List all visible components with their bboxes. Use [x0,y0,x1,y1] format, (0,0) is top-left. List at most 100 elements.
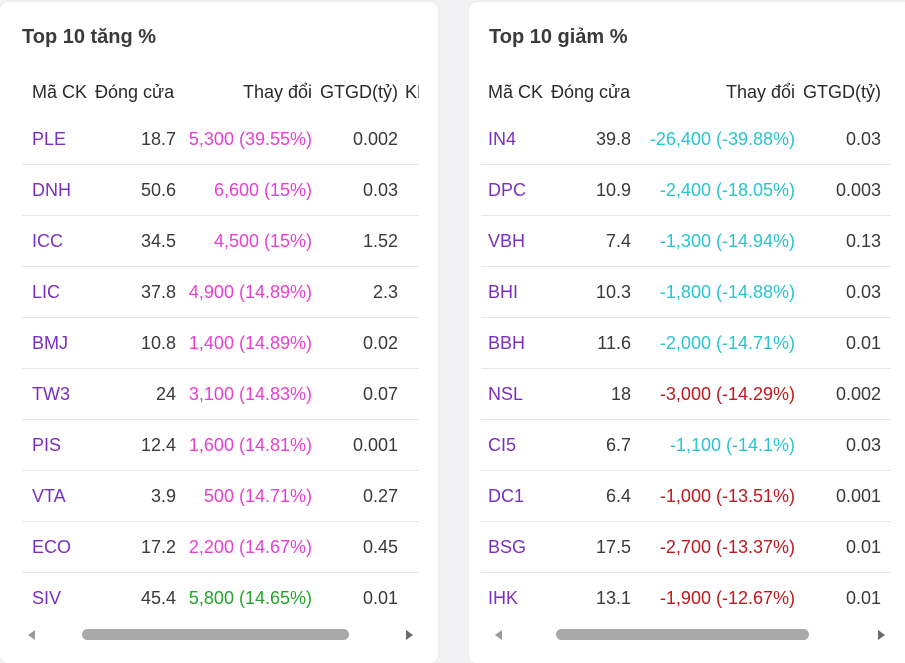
symbol-cell[interactable]: VTA [32,485,66,506]
symbol-cell[interactable]: SIV [32,588,62,608]
scroll-right-icon[interactable] [406,630,413,640]
change-cell: -1,300 (-14.94%) [659,230,795,251]
trade-value-cell: 0.03 [845,434,881,455]
change-cell: -3,000 (-14.29%) [659,383,795,404]
header-value[interactable]: GTGD(tỷ) [803,81,881,102]
change-cell: 5,800 (14.65%) [188,588,312,608]
gainers-scrollbar[interactable] [22,626,419,646]
trade-value-cell: 0.01 [845,588,881,608]
header-symbol[interactable]: Mã CK [32,81,88,102]
gainers-title: Top 10 tăng % [22,26,157,48]
trade-value-cell: 0.03 [845,281,881,302]
close-price-cell: 10.3 [595,281,631,302]
change-cell: -1,100 (-14.1%) [669,434,795,455]
symbol-cell[interactable]: ICC [32,230,63,251]
header-change[interactable]: Thay đổi [725,81,795,102]
close-price-cell: 10.8 [140,332,176,353]
table-row[interactable]: ECO 17.2 2,200 (14.67%) 0.45 [22,522,419,573]
header-volume[interactable]: KL [405,81,419,102]
table-row[interactable]: CI5 6.7 -1,100 (-14.1%) 0.03 [481,420,891,471]
header-close[interactable]: Đóng cửa [95,81,175,102]
header-value[interactable]: GTGD(tỷ) [320,81,398,102]
change-cell: 4,500 (15%) [213,230,312,251]
symbol-cell[interactable]: BMJ [32,332,68,353]
change-cell: -2,000 (-14.71%) [659,332,795,353]
trade-value-cell: 2.3 [372,281,398,302]
table-row[interactable]: VTA 3.9 500 (14.71%) 0.27 [22,471,419,522]
table-row[interactable]: IHK 13.1 -1,900 (-12.67%) 0.01 [481,573,891,624]
table-row[interactable]: BBH 11.6 -2,000 (-14.71%) 0.01 [481,318,891,369]
table-row[interactable]: IN4 39.8 -26,400 (-39.88%) 0.03 [481,114,891,165]
symbol-cell[interactable]: BSG [488,536,527,557]
change-cell: 6,600 (15%) [213,179,312,200]
header-symbol[interactable]: Mã CK [488,81,544,102]
trade-value-cell: 0.03 [362,179,398,200]
table-row[interactable]: ICC 34.5 4,500 (15%) 1.52 [22,216,419,267]
symbol-cell[interactable]: PIS [32,434,62,455]
header-change[interactable]: Thay đổi [242,81,312,102]
trade-value-cell: 0.002 [352,128,398,149]
losers-table: Mã CK Đóng cửa Thay đổi GTGD(tỷ) IN4 39.8… [481,70,891,624]
symbol-cell[interactable]: DC1 [488,485,525,506]
symbol-cell[interactable]: PLE [32,128,67,149]
trade-value-cell: 0.003 [835,179,881,200]
scroll-right-icon[interactable] [878,630,885,640]
gainers-header-row: Mã CK Đóng cửa Thay đổi GTGD(tỷ) KL [22,70,419,114]
table-row[interactable]: PIS 12.4 1,600 (14.81%) 0.001 [22,420,419,471]
scroll-left-icon[interactable] [495,630,502,640]
table-row[interactable]: DPC 10.9 -2,400 (-18.05%) 0.003 [481,165,891,216]
trade-value-cell: 0.03 [845,128,881,149]
scrollbar-thumb[interactable] [82,629,349,640]
header-close[interactable]: Đóng cửa [551,81,631,102]
change-cell: 5,300 (39.55%) [188,128,312,149]
losers-table-viewport[interactable]: Mã CK Đóng cửa Thay đổi GTGD(tỷ) IN4 39.8… [481,70,891,628]
symbol-cell[interactable]: IHK [488,588,519,608]
table-row[interactable]: VBH 7.4 -1,300 (-14.94%) 0.13 [481,216,891,267]
table-row[interactable]: NSL 18 -3,000 (-14.29%) 0.002 [481,369,891,420]
table-row[interactable]: DC1 6.4 -1,000 (-13.51%) 0.001 [481,471,891,522]
close-price-cell: 18 [610,383,631,404]
scrollbar-thumb[interactable] [556,629,809,640]
close-price-cell: 17.5 [595,536,631,557]
symbol-cell[interactable]: BBH [488,332,526,353]
scroll-left-icon[interactable] [28,630,35,640]
trade-value-cell: 0.002 [835,383,881,404]
symbol-cell[interactable]: ECO [32,536,72,557]
gainers-table-viewport[interactable]: Mã CK Đóng cửa Thay đổi GTGD(tỷ) KL PLE 1… [22,70,419,628]
change-cell: -2,400 (-18.05%) [659,179,795,200]
table-row[interactable]: BMJ 10.8 1,400 (14.89%) 0.02 [22,318,419,369]
change-cell: 500 (14.71%) [203,485,312,506]
close-price-cell: 6.4 [605,485,631,506]
trade-value-cell: 0.07 [362,383,398,404]
close-price-cell: 13.1 [595,588,631,608]
top-gainers-panel: Top 10 tăng % Mã CK Đóng cửa Thay đổi GT… [0,2,438,663]
table-row[interactable]: BSG 17.5 -2,700 (-13.37%) 0.01 [481,522,891,573]
table-row[interactable]: DNH 50.6 6,600 (15%) 0.03 [22,165,419,216]
symbol-cell[interactable]: TW3 [32,383,70,404]
trade-value-cell: 0.001 [835,485,881,506]
symbol-cell[interactable]: CI5 [488,434,517,455]
losers-scrollbar[interactable] [489,626,891,646]
trade-value-cell: 0.01 [845,536,881,557]
gainers-rows: PLE 18.7 5,300 (39.55%) 0.002 DNH 50.6 6,600 (… [22,114,419,624]
change-cell: 1,600 (14.81%) [188,434,312,455]
table-row[interactable]: SIV 45.4 5,800 (14.65%) 0.01 [22,573,419,624]
table-row[interactable]: TW3 24 3,100 (14.83%) 0.07 [22,369,419,420]
symbol-cell[interactable]: VBH [488,230,526,251]
symbol-cell[interactable]: IN4 [488,128,517,149]
symbol-cell[interactable]: LIC [32,281,61,302]
symbol-cell[interactable]: NSL [488,383,524,404]
table-row[interactable]: LIC 37.8 4,900 (14.89%) 2.3 [22,267,419,318]
close-price-cell: 17.2 [140,536,176,557]
symbol-cell[interactable]: DNH [32,179,71,200]
gainers-table: Mã CK Đóng cửa Thay đổi GTGD(tỷ) KL PLE 1… [22,70,419,624]
table-row[interactable]: PLE 18.7 5,300 (39.55%) 0.002 [22,114,419,165]
table-row[interactable]: BHI 10.3 -1,800 (-14.88%) 0.03 [481,267,891,318]
change-cell: -26,400 (-39.88%) [649,128,795,149]
change-cell: 4,900 (14.89%) [188,281,312,302]
trade-value-cell: 0.13 [845,230,881,251]
symbol-cell[interactable]: DPC [488,179,527,200]
symbol-cell[interactable]: BHI [488,281,519,302]
close-price-cell: 50.6 [140,179,176,200]
close-price-cell: 11.6 [597,332,631,353]
